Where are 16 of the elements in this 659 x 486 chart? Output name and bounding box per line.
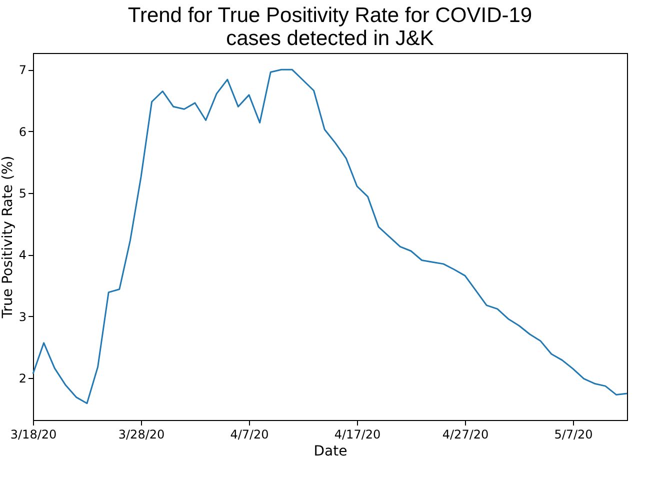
x-tick-label: 3/18/20 — [10, 428, 57, 442]
y-axis-title: True Positivity Rate (%) — [0, 156, 16, 320]
x-tick-label: 4/7/20 — [230, 428, 269, 442]
x-axis-title: Date — [314, 444, 348, 460]
y-tick-label: 5 — [18, 186, 26, 201]
x-tick-label: 4/17/20 — [334, 428, 381, 442]
chart-title: Trend for True Positivity Rate for COVID-19 cases detected in J&K — [128, 4, 532, 50]
x-tick-label: 4/27/20 — [442, 428, 489, 442]
x-tick-label: 3/28/20 — [118, 428, 165, 442]
line-series — [32, 68, 628, 404]
y-tick-label: 3 — [18, 310, 26, 324]
x-tick-label: 5/7/20 — [554, 428, 593, 442]
y-tick-label: 6 — [18, 124, 26, 139]
y-tick-label: 7 — [18, 63, 26, 78]
y-tick-label: 4 — [18, 248, 26, 262]
y-tick-label: 2 — [18, 372, 26, 386]
